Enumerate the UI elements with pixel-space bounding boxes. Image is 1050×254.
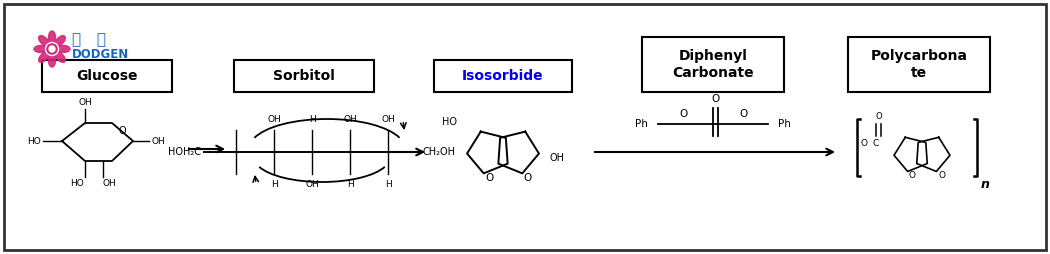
Ellipse shape — [55, 36, 65, 46]
Ellipse shape — [48, 54, 56, 67]
Ellipse shape — [57, 45, 70, 53]
Text: O: O — [711, 94, 719, 104]
Text: OH: OH — [151, 136, 165, 146]
Text: Polycarbona
te: Polycarbona te — [870, 49, 967, 80]
Bar — [42, 60, 172, 92]
Text: O: O — [861, 139, 867, 149]
Ellipse shape — [39, 36, 49, 46]
Text: Ph: Ph — [635, 119, 648, 129]
Text: HOH₂C: HOH₂C — [168, 147, 201, 157]
Text: O: O — [739, 109, 748, 119]
Text: Diphenyl
Carbonate: Diphenyl Carbonate — [672, 49, 754, 80]
Circle shape — [45, 42, 59, 56]
Text: H: H — [271, 180, 277, 189]
Text: O: O — [939, 170, 945, 180]
Text: O: O — [679, 109, 687, 119]
Text: HO: HO — [27, 136, 41, 146]
Bar — [434, 60, 572, 92]
Bar — [234, 60, 374, 92]
Text: O: O — [119, 126, 126, 136]
Text: 东   庚: 东 庚 — [72, 33, 106, 47]
Ellipse shape — [34, 45, 47, 53]
Text: HO: HO — [442, 117, 457, 127]
Text: OH: OH — [343, 115, 357, 124]
Text: n: n — [981, 178, 990, 191]
Text: Sorbitol: Sorbitol — [273, 69, 335, 83]
Text: HO: HO — [70, 179, 84, 188]
Text: O: O — [908, 170, 916, 180]
Text: OH: OH — [78, 98, 92, 107]
Ellipse shape — [48, 31, 56, 44]
Text: Isosorbide: Isosorbide — [462, 69, 544, 83]
Text: CH₂OH: CH₂OH — [423, 147, 456, 157]
Text: OH: OH — [267, 115, 281, 124]
Text: C: C — [873, 139, 879, 149]
Circle shape — [49, 46, 55, 52]
Text: OH: OH — [102, 179, 116, 188]
Ellipse shape — [55, 52, 65, 62]
Bar — [848, 37, 990, 92]
Text: OH: OH — [381, 115, 395, 124]
Text: Ph: Ph — [778, 119, 791, 129]
Text: O: O — [524, 173, 532, 183]
Text: DODGEN: DODGEN — [72, 47, 129, 60]
Text: H: H — [309, 115, 315, 124]
Text: O: O — [876, 112, 882, 121]
Text: H: H — [384, 180, 392, 189]
Ellipse shape — [39, 52, 49, 62]
Text: OH: OH — [306, 180, 319, 189]
Text: Glucose: Glucose — [77, 69, 138, 83]
Bar — [642, 37, 784, 92]
Text: OH: OH — [549, 153, 564, 163]
Text: O: O — [485, 173, 494, 183]
Text: H: H — [346, 180, 354, 189]
